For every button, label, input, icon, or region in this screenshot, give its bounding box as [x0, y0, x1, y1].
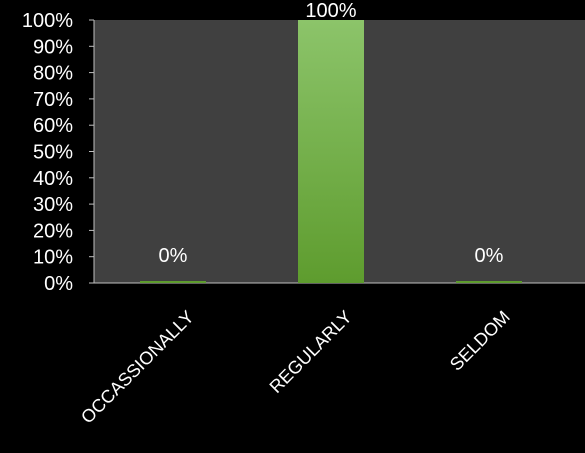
data-labels: 0% 100% 0%: [159, 0, 504, 267]
y-tick-label: 30%: [33, 194, 73, 216]
data-label-seldom: 0%: [475, 245, 504, 267]
bar-regularly: [298, 20, 364, 283]
data-label-regularly: 100%: [305, 0, 356, 22]
x-tick-label: OCCASSIONALLY: [77, 307, 198, 428]
y-tick-label: 70%: [33, 89, 73, 111]
bar-seldom: [456, 281, 522, 283]
data-label-occassionally: 0%: [159, 245, 188, 267]
x-axis: OCCASSIONALLY REGULARLY SELDOM: [77, 282, 585, 428]
x-tick-label: REGULARLY: [266, 307, 356, 397]
y-tick-label: 0%: [44, 273, 73, 295]
bar-occassionally: [140, 281, 206, 283]
y-axis: 0% 10% 20% 30% 40% 50% 60% 70% 80% 90% 100%: [22, 10, 95, 295]
y-tick-label: 100%: [22, 10, 73, 32]
y-tick-label: 60%: [33, 115, 73, 137]
y-tick-label: 20%: [33, 220, 73, 242]
y-tick-label: 80%: [33, 63, 73, 85]
x-tick-label: SELDOM: [446, 307, 514, 375]
y-tick-label: 40%: [33, 168, 73, 190]
bars: [140, 20, 522, 283]
y-tick-label: 50%: [33, 142, 73, 164]
y-tick-label: 90%: [33, 36, 73, 58]
y-tick-label: 10%: [33, 247, 73, 269]
